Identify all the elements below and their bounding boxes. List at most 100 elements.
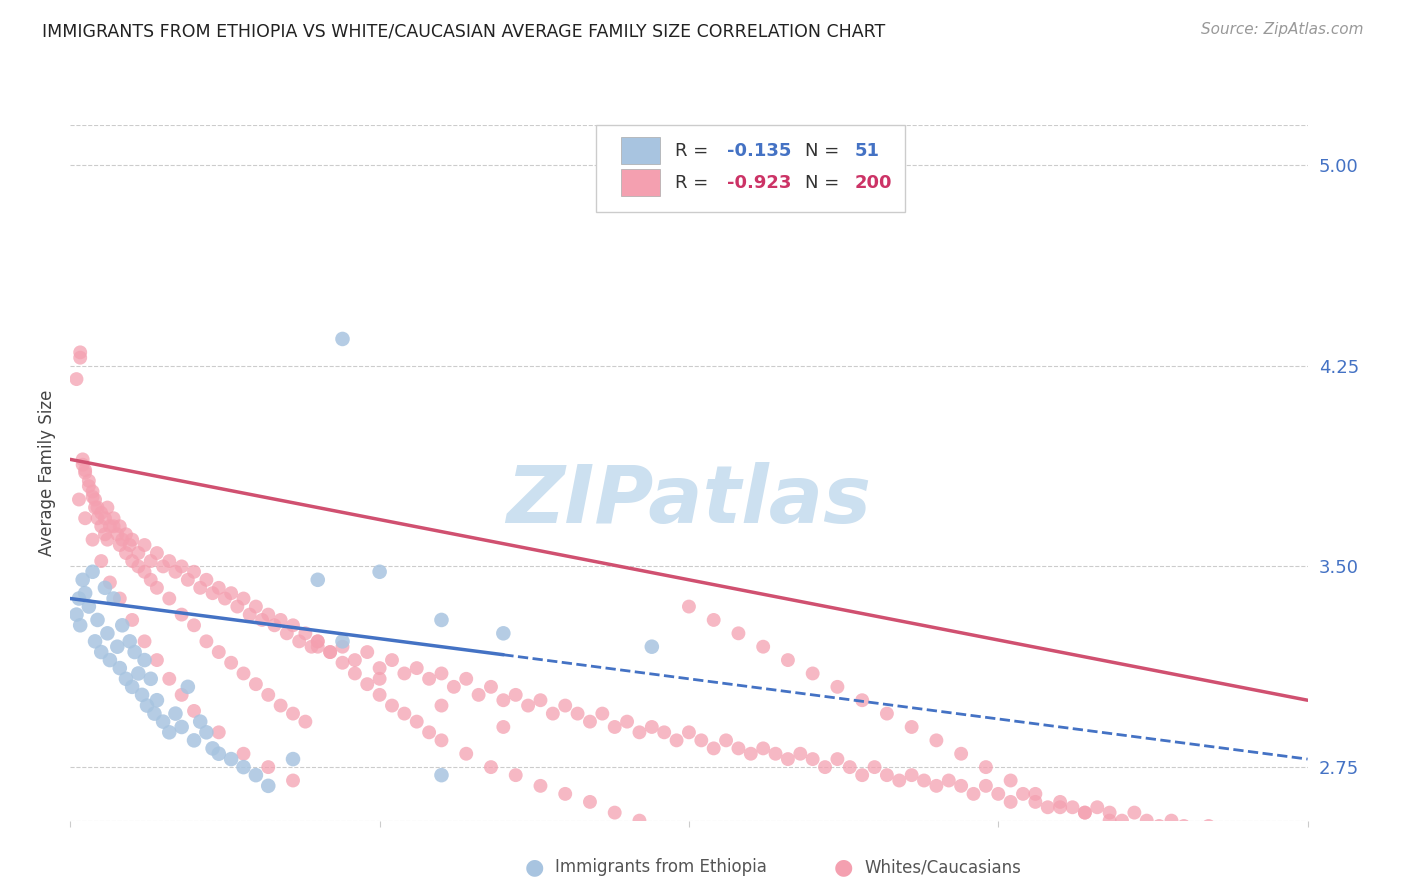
Point [121, 680, 143, 694]
Point [177, 680, 200, 694]
Point [165, 706, 187, 721]
Point [146, 653, 169, 667]
Point [529, 779, 551, 793]
Point [900, 720, 922, 734]
Point [368, 672, 391, 686]
Point [75, 466, 97, 480]
Point [1085, 800, 1108, 814]
Point [1173, 819, 1195, 833]
Point [1123, 822, 1146, 836]
Point [1036, 800, 1059, 814]
Point [115, 546, 138, 560]
Point [394, 666, 416, 681]
Point [226, 599, 249, 614]
Point [195, 725, 218, 739]
Point [1147, 827, 1170, 841]
Point [98, 575, 121, 590]
Point [1098, 805, 1121, 820]
Point [801, 752, 824, 766]
Point [82, 565, 104, 579]
Point [90, 554, 112, 568]
Point [776, 653, 799, 667]
Point [1222, 832, 1244, 847]
Point [690, 733, 713, 747]
Point [121, 554, 143, 568]
Point [177, 573, 200, 587]
Point [1074, 805, 1097, 820]
Point [838, 760, 860, 774]
Point [319, 645, 342, 659]
Point [1222, 848, 1244, 863]
Point [703, 613, 725, 627]
Point [75, 586, 97, 600]
Point [69, 351, 91, 365]
Point [987, 787, 1010, 801]
Point [332, 640, 354, 654]
FancyBboxPatch shape [621, 169, 661, 196]
Point [430, 613, 453, 627]
Text: ZIPatlas: ZIPatlas [506, 461, 872, 540]
Point [492, 693, 515, 707]
Point [127, 666, 149, 681]
Point [628, 725, 651, 739]
Point [257, 760, 280, 774]
Point [950, 747, 973, 761]
Point [443, 680, 465, 694]
Point [111, 618, 134, 632]
Point [1012, 787, 1035, 801]
Point [75, 463, 97, 477]
Point [281, 706, 304, 721]
Point [652, 725, 675, 739]
Point [776, 752, 799, 766]
Point [98, 653, 121, 667]
Point [1271, 859, 1294, 873]
Point [86, 500, 108, 515]
Point [86, 613, 108, 627]
Point [1074, 805, 1097, 820]
Point [1147, 819, 1170, 833]
Point [111, 533, 134, 547]
Point [430, 666, 453, 681]
Point [456, 747, 478, 761]
Point [529, 693, 551, 707]
Point [765, 747, 787, 761]
Point [98, 519, 121, 533]
Point [257, 779, 280, 793]
Point [134, 538, 156, 552]
Point [1271, 832, 1294, 847]
Point [232, 591, 254, 606]
Point [208, 747, 231, 761]
Point [1247, 854, 1270, 868]
Point [219, 656, 242, 670]
Point [505, 768, 527, 782]
Point [96, 500, 118, 515]
Point [121, 613, 143, 627]
Point [134, 653, 156, 667]
Point [1000, 795, 1022, 809]
Point [170, 688, 193, 702]
Point [96, 626, 118, 640]
Point [232, 760, 254, 774]
Point [1185, 827, 1208, 841]
Point [136, 698, 159, 713]
Point [232, 666, 254, 681]
Point [1284, 840, 1306, 855]
Point [418, 725, 440, 739]
Point [90, 645, 112, 659]
Point [69, 618, 91, 632]
Point [281, 773, 304, 788]
Point [851, 693, 873, 707]
Point [152, 714, 174, 729]
Point [1209, 827, 1232, 841]
Point [343, 666, 366, 681]
Point [108, 591, 131, 606]
Point [950, 779, 973, 793]
Point [752, 640, 775, 654]
Point [72, 452, 94, 467]
Point [90, 519, 112, 533]
Point [67, 492, 90, 507]
Point [67, 591, 90, 606]
Point [1296, 848, 1319, 863]
Text: Immigrants from Ethiopia: Immigrants from Ethiopia [555, 858, 768, 876]
Text: Source: ZipAtlas.com: Source: ZipAtlas.com [1201, 22, 1364, 37]
